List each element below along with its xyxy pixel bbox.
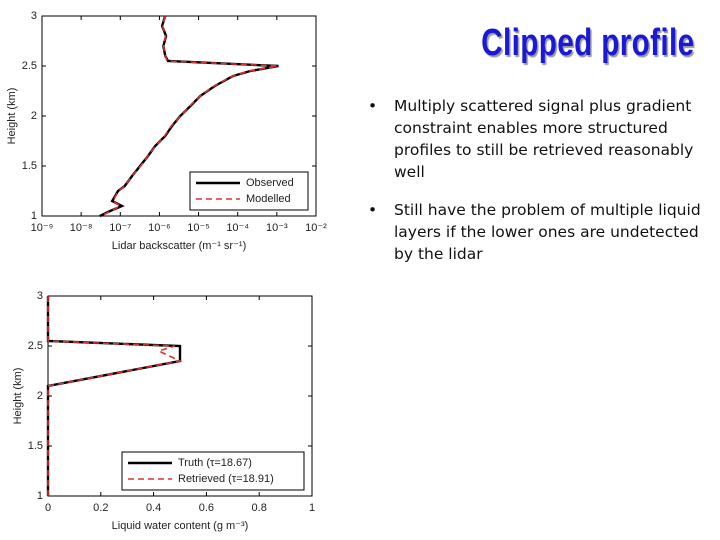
x-tick-label: 1 <box>309 502 315 514</box>
x-tick-label: 10⁻⁸ <box>70 222 93 234</box>
x-tick-label: 10⁻⁷ <box>109 222 131 234</box>
data-line <box>100 15 278 217</box>
legend-label: Modelled <box>246 193 291 205</box>
x-tick-label: 10⁻² <box>305 222 327 234</box>
x-tick-label: 0.4 <box>146 502 161 514</box>
y-tick-label: 3 <box>37 290 43 302</box>
bullet-list: Multiply scattered signal plus gradient … <box>366 95 706 281</box>
x-axis-label: Lidar backscatter (m⁻¹ sr⁻¹) <box>112 240 246 252</box>
x-tick-label: 10⁻³ <box>266 222 288 234</box>
bullet: Still have the problem of multiple liqui… <box>366 199 706 265</box>
x-tick-label: 10⁻⁵ <box>187 222 210 234</box>
x-tick-label: 10⁻⁴ <box>226 222 249 234</box>
y-tick-label: 3 <box>31 10 37 22</box>
x-tick-label: 0 <box>45 502 51 514</box>
y-tick-label: 2 <box>31 110 37 122</box>
y-tick-label: 2.5 <box>28 340 43 352</box>
y-tick-label: 2 <box>37 390 43 402</box>
slide-title: Clipped profile <box>480 22 694 64</box>
x-tick-label: 0.6 <box>199 502 214 514</box>
legend-label: Retrieved (τ=18.91) <box>178 473 274 485</box>
bullet: Multiply scattered signal plus gradient … <box>366 95 706 183</box>
x-tick-label: 0.8 <box>252 502 267 514</box>
x-tick-label: 10⁻⁹ <box>31 222 54 234</box>
y-axis-label: Height (km) <box>6 88 18 145</box>
x-tick-label: 10⁻⁶ <box>148 222 171 234</box>
y-tick-label: 2.5 <box>22 60 37 72</box>
x-axis-label: Liquid water content (g m⁻³) <box>112 520 249 532</box>
y-tick-label: 1.5 <box>22 160 37 172</box>
data-line <box>47 296 183 496</box>
y-tick-label: 1.5 <box>28 440 43 452</box>
y-tick-label: 1 <box>31 210 37 222</box>
legend-label: Observed <box>246 177 294 189</box>
legend-label: Truth (τ=18.67) <box>178 457 252 469</box>
legend-box <box>189 171 309 211</box>
y-axis-label: Height (km) <box>12 368 24 425</box>
y-tick-label: 1 <box>37 490 43 502</box>
legend-box <box>121 451 305 491</box>
x-tick-label: 0.2 <box>93 502 108 514</box>
charts: 10⁻⁹ 10⁻⁸ 10⁻⁷ 10⁻⁶ 10⁻⁵ 10⁻⁴ 10⁻³ 10⁻² 1 1.5 2 2.5… <box>6 10 327 532</box>
